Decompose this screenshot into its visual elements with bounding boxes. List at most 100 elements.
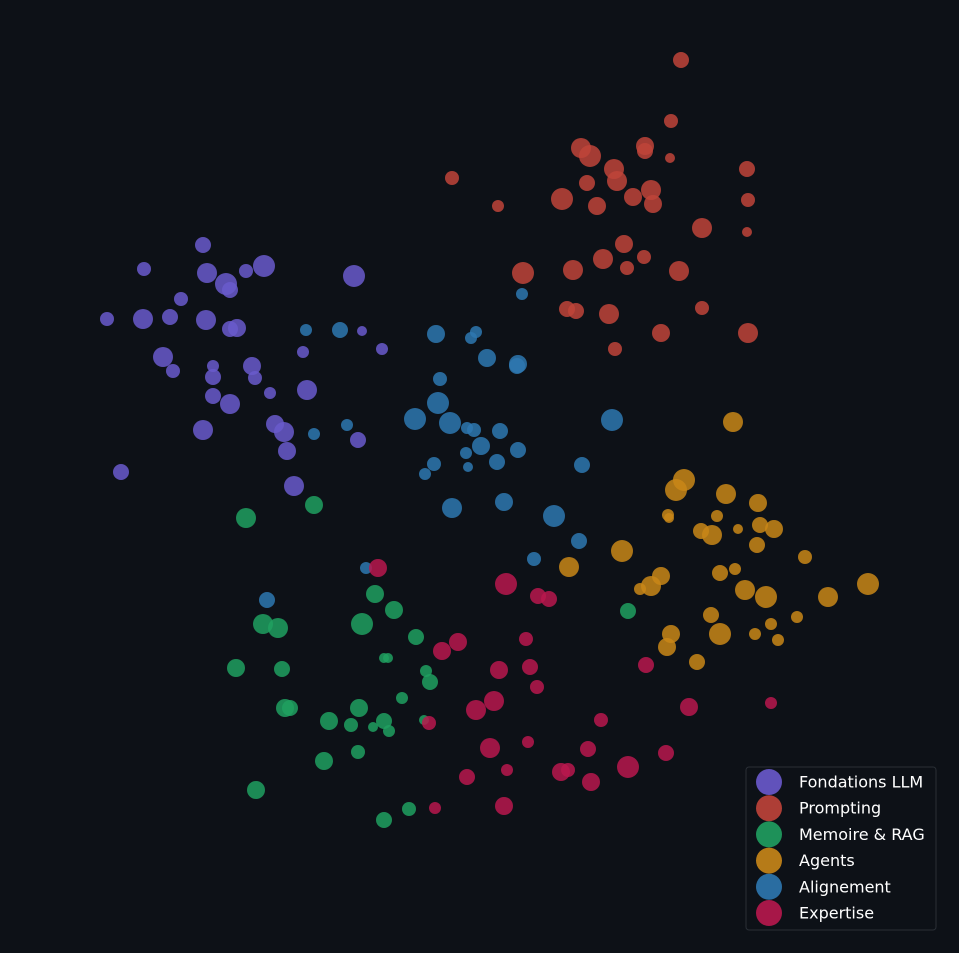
point-memoire-rag-5 [274,661,290,677]
point-alignement-20 [472,437,490,455]
point-memoire-rag-12 [351,745,365,759]
point-memoire-rag-13 [350,699,368,717]
legend-label-fondations-llm: Fondations LLM [799,773,923,792]
point-alignement-7 [419,468,431,480]
point-fondations-llm-23 [253,255,275,277]
point-alignement-4 [341,419,353,431]
point-expertise-23 [594,713,608,727]
point-fondations-llm-2 [137,262,151,276]
point-agents-33 [818,587,838,607]
point-fondations-llm-29 [297,346,309,358]
point-fondations-llm-16 [222,282,238,298]
point-memoire-rag-25 [408,629,424,645]
legend-label-agents: Agents [799,851,855,870]
point-alignement-1 [300,324,312,336]
point-fondations-llm-1 [113,464,129,480]
point-agents-16 [712,565,728,581]
point-agents-34 [857,573,879,595]
point-prompting-19 [637,250,651,264]
legend-label-expertise: Expertise [799,904,874,923]
point-agents-24 [749,537,765,553]
point-prompting-3 [551,188,573,210]
point-memoire-rag-1 [236,508,256,528]
point-prompting-2 [512,262,534,284]
legend: Fondations LLM Prompting Memoire & RAG Agen… [745,766,937,931]
point-agents-0 [559,557,579,577]
point-expertise-14 [522,736,534,748]
point-expertise-20 [561,763,575,777]
point-fondations-llm-11 [196,310,216,330]
point-agents-28 [765,618,777,630]
point-expertise-4 [449,633,467,651]
point-memoire-rag-3 [253,614,273,634]
point-fondations-llm-14 [205,388,221,404]
legend-marker-memoire-rag [756,821,782,848]
point-expertise-1 [422,716,436,730]
point-alignement-28 [516,288,528,300]
point-expertise-11 [495,573,517,595]
point-fondations-llm-30 [297,380,317,400]
point-fondations-llm-9 [197,263,217,283]
point-memoire-rag-14 [351,613,373,635]
legend-box [745,766,937,931]
point-agents-18 [716,484,736,504]
point-agents-15 [711,510,723,522]
point-expertise-5 [459,769,475,785]
point-alignement-14 [460,447,472,459]
point-alignement-2 [308,428,320,440]
point-alignement-31 [571,533,587,549]
point-memoire-rag-19 [376,812,392,828]
point-alignement-13 [442,498,462,518]
point-prompting-23 [644,195,662,213]
point-fondations-llm-27 [278,442,296,460]
point-alignement-6 [404,408,426,430]
point-agents-17 [709,623,731,645]
point-expertise-27 [680,698,698,716]
point-memoire-rag-4 [268,618,288,638]
point-agents-19 [723,412,743,432]
point-agents-6 [664,513,674,523]
point-prompting-26 [664,114,678,128]
point-prompting-33 [741,193,755,207]
point-prompting-10 [588,197,606,215]
point-memoire-rag-27 [420,665,432,677]
point-agents-29 [765,520,783,538]
point-fondations-llm-10 [193,420,213,440]
point-prompting-30 [695,301,709,315]
point-prompting-18 [624,188,642,206]
point-expertise-22 [582,773,600,791]
point-prompting-0 [445,171,459,185]
point-fondations-llm-24 [264,387,276,399]
point-alignement-26 [509,355,527,373]
point-agents-22 [735,580,755,600]
point-expertise-12 [501,764,513,776]
point-expertise-24 [617,756,639,778]
point-memoire-rag-0 [227,659,245,677]
legend-marker-agents [756,847,782,874]
legend-label-alignement: Alignement [799,877,891,896]
point-expertise-7 [480,738,500,758]
point-prompting-16 [615,235,633,253]
point-prompting-28 [673,52,689,68]
point-memoire-rag-10 [320,712,338,730]
point-fondations-llm-4 [153,347,173,367]
point-agents-27 [755,586,777,608]
point-expertise-8 [484,691,504,711]
point-memoire-rag-16 [366,585,384,603]
point-alignement-27 [510,442,526,458]
point-memoire-rag-18 [376,713,392,729]
point-memoire-rag-2 [247,781,265,799]
point-prompting-14 [608,342,622,356]
point-expertise-2 [429,802,441,814]
point-alignement-33 [601,409,623,431]
point-prompting-32 [742,227,752,237]
point-agents-8 [662,625,680,643]
point-expertise-25 [638,657,654,673]
point-alignement-24 [495,493,513,511]
point-memoire-rag-22 [385,601,403,619]
point-expertise-15 [522,659,538,675]
point-expertise-10 [495,797,513,815]
point-expertise-0 [369,559,387,577]
point-prompting-5 [563,260,583,280]
point-alignement-9 [427,325,445,343]
